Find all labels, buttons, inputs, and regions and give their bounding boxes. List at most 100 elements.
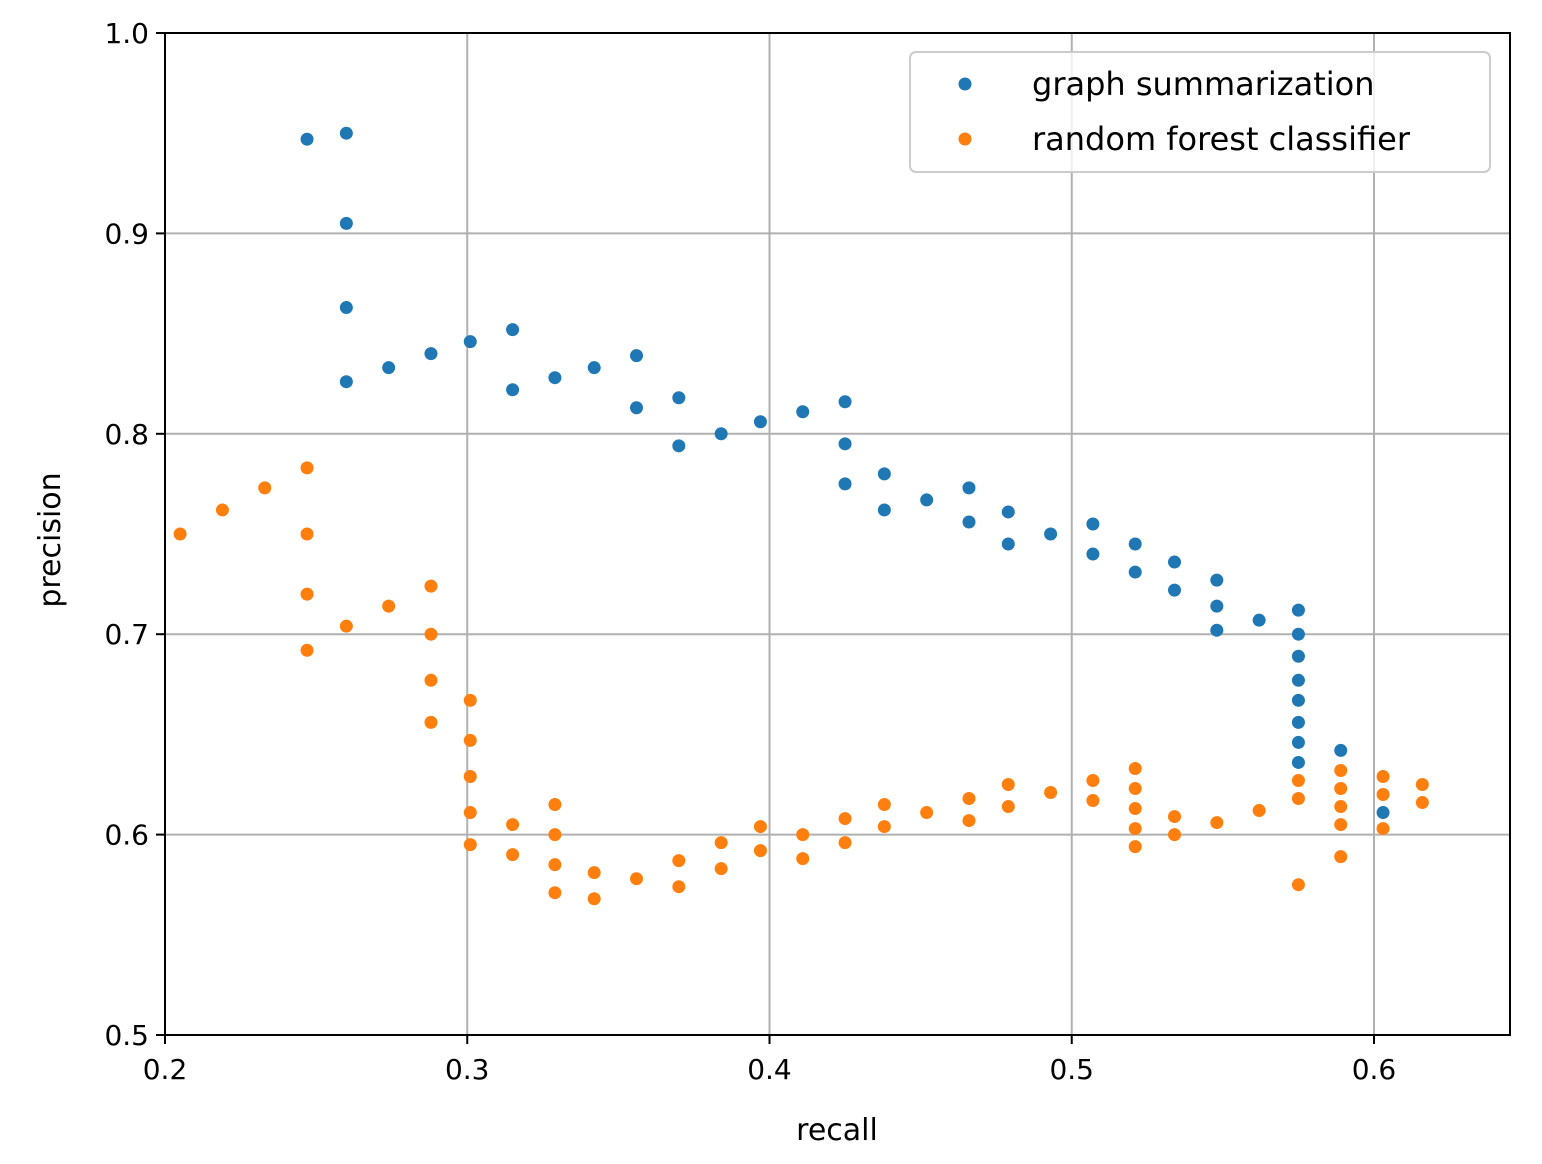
data-point-graph-summarization	[630, 401, 644, 415]
data-point-graph-summarization	[1291, 755, 1305, 769]
data-point-graph-summarization	[630, 349, 644, 363]
data-point-graph-summarization	[1086, 547, 1100, 561]
data-point-random-forest-classifier	[1334, 763, 1348, 777]
data-point-random-forest-classifier	[463, 769, 477, 783]
data-point-random-forest-classifier	[300, 461, 314, 475]
data-point-random-forest-classifier	[1334, 850, 1348, 864]
data-point-random-forest-classifier	[1334, 818, 1348, 832]
data-point-graph-summarization	[714, 427, 728, 441]
data-point-graph-summarization	[1291, 735, 1305, 749]
data-point-graph-summarization	[1334, 743, 1348, 757]
data-point-graph-summarization	[1291, 627, 1305, 641]
data-point-random-forest-classifier	[548, 828, 562, 842]
data-point-random-forest-classifier	[714, 862, 728, 876]
data-point-graph-summarization	[382, 361, 396, 375]
data-point-random-forest-classifier	[1376, 769, 1390, 783]
data-point-graph-summarization	[339, 216, 353, 230]
y-axis-label: precision	[33, 472, 68, 607]
data-point-random-forest-classifier	[796, 828, 810, 842]
data-point-graph-summarization	[506, 323, 520, 337]
data-point-random-forest-classifier	[506, 848, 520, 862]
data-point-random-forest-classifier	[1334, 800, 1348, 814]
data-point-graph-summarization	[1168, 555, 1182, 569]
data-point-random-forest-classifier	[1128, 822, 1142, 836]
y-tick-label: 0.9	[104, 217, 149, 250]
data-point-random-forest-classifier	[1128, 761, 1142, 775]
y-tick-label: 0.8	[104, 418, 149, 451]
data-point-random-forest-classifier	[424, 579, 438, 593]
legend-marker-random-forest-classifier	[958, 132, 972, 146]
x-tick-label: 0.5	[1049, 1053, 1094, 1086]
data-point-random-forest-classifier	[1128, 782, 1142, 796]
legend-label-graph-summarization: graph summarization	[1032, 65, 1375, 103]
data-point-random-forest-classifier	[672, 854, 686, 868]
data-point-graph-summarization	[1044, 527, 1058, 541]
data-point-random-forest-classifier	[672, 880, 686, 894]
data-point-random-forest-classifier	[1376, 788, 1390, 802]
data-point-random-forest-classifier	[1210, 816, 1224, 830]
data-point-graph-summarization	[1291, 673, 1305, 687]
data-point-graph-summarization	[877, 467, 891, 481]
data-point-random-forest-classifier	[215, 503, 229, 517]
data-point-random-forest-classifier	[753, 820, 767, 834]
plot-frame	[164, 32, 1511, 1036]
data-points	[173, 126, 1429, 906]
data-point-random-forest-classifier	[506, 818, 520, 832]
data-point-random-forest-classifier	[838, 836, 852, 850]
data-point-graph-summarization	[1291, 603, 1305, 617]
data-point-random-forest-classifier	[1001, 778, 1015, 791]
data-point-random-forest-classifier	[962, 814, 976, 828]
data-point-random-forest-classifier	[1334, 782, 1348, 796]
y-tick-label: 0.7	[104, 618, 149, 651]
data-point-graph-summarization	[424, 347, 438, 361]
data-point-graph-summarization	[339, 375, 353, 389]
x-tick-label: 0.4	[747, 1053, 792, 1086]
data-point-graph-summarization	[339, 301, 353, 315]
y-tick-label: 1.0	[104, 17, 149, 50]
data-point-graph-summarization	[838, 477, 852, 491]
data-point-random-forest-classifier	[1001, 800, 1015, 814]
x-axis-label: recall	[796, 1113, 878, 1148]
data-point-graph-summarization	[920, 493, 934, 507]
data-point-graph-summarization	[300, 132, 314, 146]
data-point-random-forest-classifier	[1415, 796, 1429, 810]
data-point-graph-summarization	[587, 361, 601, 375]
data-point-graph-summarization	[1128, 537, 1142, 551]
data-point-random-forest-classifier	[1376, 822, 1390, 836]
data-point-random-forest-classifier	[1086, 773, 1100, 787]
data-point-graph-summarization	[1252, 613, 1266, 627]
data-point-graph-summarization	[672, 391, 686, 405]
data-point-random-forest-classifier	[587, 866, 601, 880]
legend-box	[909, 51, 1491, 173]
data-point-random-forest-classifier	[1168, 810, 1182, 824]
data-point-random-forest-classifier	[1415, 778, 1429, 791]
data-point-graph-summarization	[1376, 806, 1390, 820]
data-point-random-forest-classifier	[463, 806, 477, 820]
data-point-random-forest-classifier	[1252, 804, 1266, 818]
data-point-random-forest-classifier	[339, 619, 353, 633]
data-point-graph-summarization	[1291, 693, 1305, 707]
data-point-graph-summarization	[962, 515, 976, 529]
data-point-random-forest-classifier	[424, 715, 438, 729]
data-point-random-forest-classifier	[1168, 828, 1182, 842]
data-point-random-forest-classifier	[463, 838, 477, 852]
legend-marker-graph-summarization	[958, 77, 972, 91]
data-point-random-forest-classifier	[630, 872, 644, 886]
data-point-graph-summarization	[1210, 623, 1224, 637]
data-point-graph-summarization	[1291, 715, 1305, 729]
data-point-random-forest-classifier	[587, 892, 601, 906]
y-tick-label: 0.5	[104, 1019, 149, 1052]
data-point-graph-summarization	[1291, 649, 1305, 663]
data-point-random-forest-classifier	[463, 693, 477, 707]
data-point-random-forest-classifier	[424, 673, 438, 687]
data-point-random-forest-classifier	[877, 798, 891, 812]
data-point-graph-summarization	[339, 126, 353, 140]
data-point-random-forest-classifier	[258, 481, 272, 495]
data-point-random-forest-classifier	[424, 627, 438, 641]
axis-ticks: 0.2 0.3 0.4 0.5 0.6 0.5 0.6 0.7 0.8 0.9 1.0	[104, 17, 1396, 1086]
y-tick-label: 0.6	[104, 819, 149, 852]
data-point-graph-summarization	[463, 335, 477, 349]
data-point-graph-summarization	[506, 383, 520, 397]
data-point-random-forest-classifier	[548, 858, 562, 872]
x-tick-label: 0.3	[445, 1053, 490, 1086]
